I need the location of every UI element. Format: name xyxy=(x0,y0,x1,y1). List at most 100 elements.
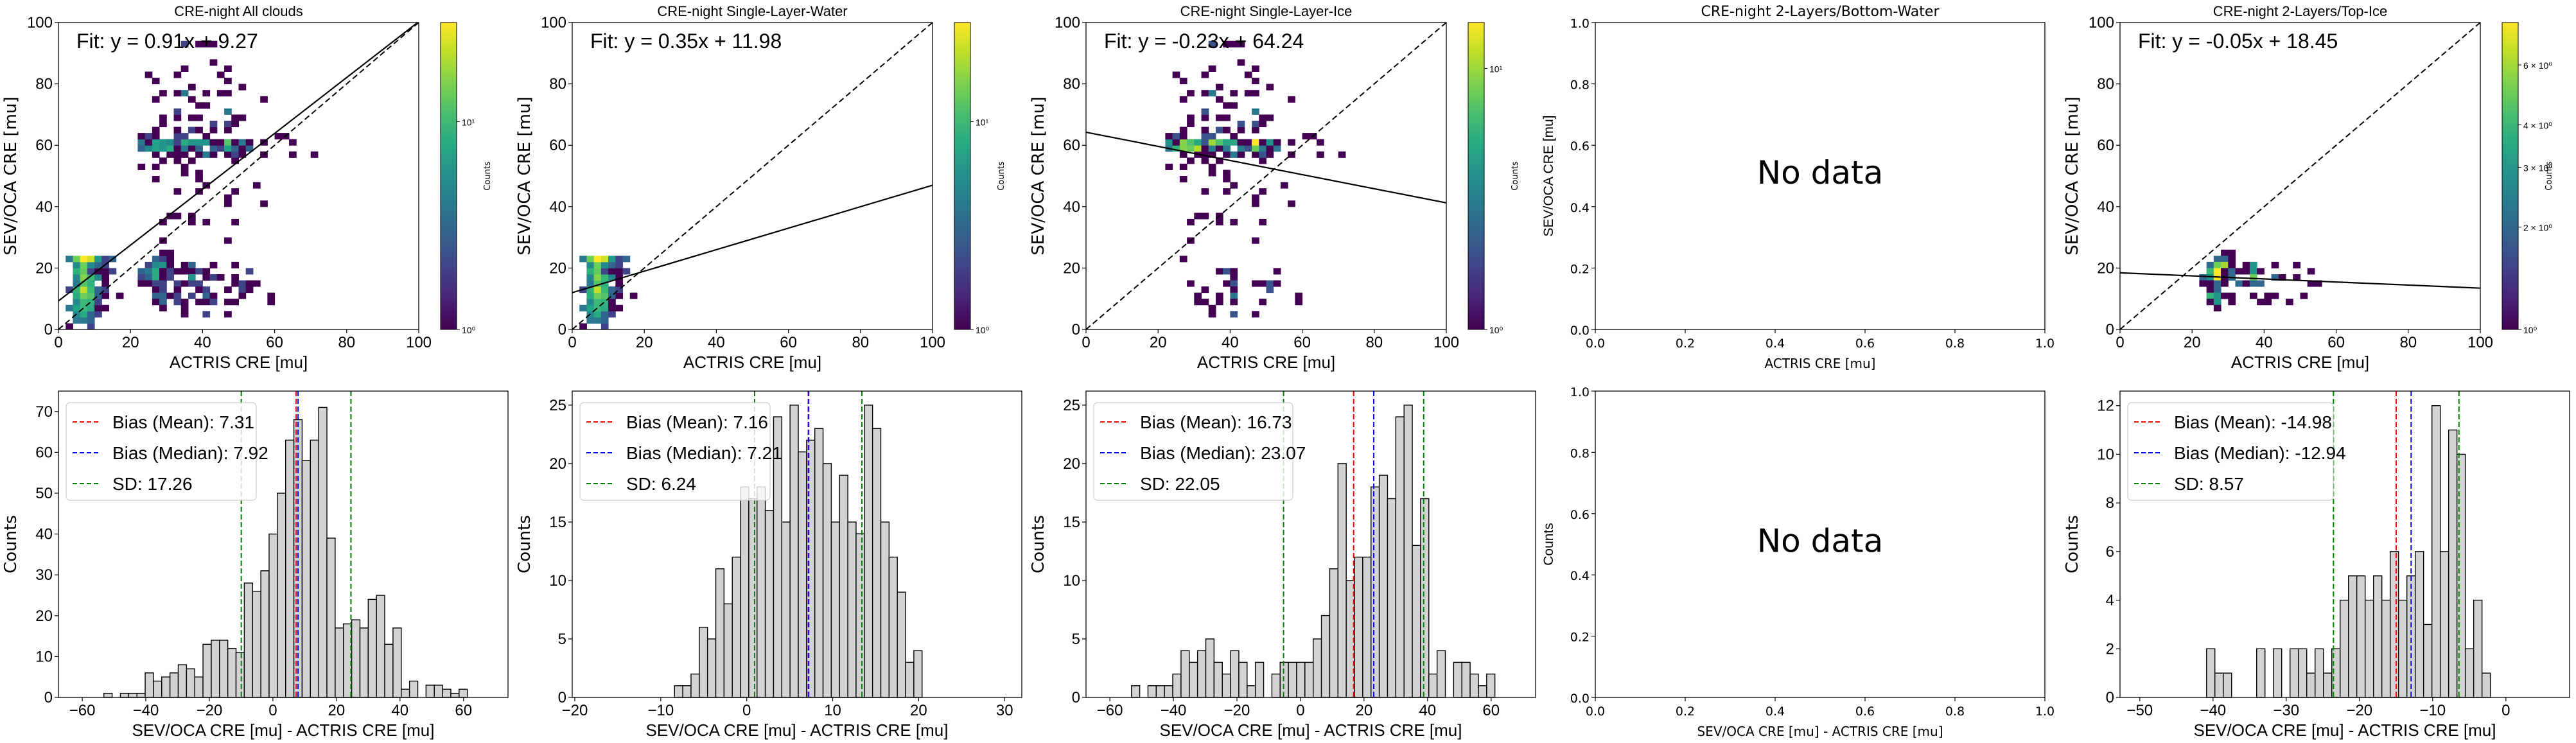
y-tick-label: 0.2 xyxy=(1570,631,1590,645)
heatmap-cell xyxy=(260,96,268,103)
colorbar-tick-label: 3 × 10⁰ xyxy=(2523,162,2552,173)
y-tick-label: 40 xyxy=(2097,198,2114,216)
heatmap-cell xyxy=(1201,133,1209,140)
heatmap-cell xyxy=(180,311,189,318)
histogram-frame xyxy=(2119,390,2570,698)
x-tick-label: 0.0 xyxy=(1586,704,1605,719)
heatmap-cell xyxy=(1244,139,1252,146)
heatmap-cell xyxy=(145,274,153,281)
heatmap-cell xyxy=(152,292,160,299)
heatmap-cell xyxy=(2307,280,2315,287)
y-tick-label: 60 xyxy=(549,137,566,154)
heatmap-cell xyxy=(159,268,167,275)
histogram-bar xyxy=(1420,498,1430,698)
heatmap-cell xyxy=(615,280,624,287)
heatmap-cell xyxy=(1223,170,1231,177)
y-tick-label: 100 xyxy=(1055,14,1080,31)
histogram-bar xyxy=(2356,575,2366,698)
heatmap-cell xyxy=(180,268,189,275)
y-tick-label: 40 xyxy=(35,526,53,543)
heatmap-cell xyxy=(1273,145,1281,152)
heatmap-cell xyxy=(1252,90,1259,97)
heatmap-cell xyxy=(94,304,102,311)
heatmap-cell xyxy=(2257,299,2265,306)
histogram-bar xyxy=(1362,556,1372,698)
heatmap-cell xyxy=(231,114,239,121)
heatmap-cell xyxy=(87,268,95,275)
heatmap-cell xyxy=(224,286,232,293)
x-tick-label: 0 xyxy=(54,334,62,351)
colorbar xyxy=(954,22,971,330)
heatmap-cell xyxy=(1252,78,1259,85)
x-tick-label: 0.2 xyxy=(1676,337,1695,351)
histogram-bar xyxy=(2481,672,2491,698)
heatmap-cell xyxy=(586,292,595,299)
heatmap-cell xyxy=(2206,268,2214,275)
y-tick-label: 8 xyxy=(2106,494,2114,512)
heatmap-cell xyxy=(593,304,602,311)
x-tick-label: 0.2 xyxy=(1676,704,1695,719)
heatmap-cell xyxy=(1165,133,1173,140)
x-tick-label: −20 xyxy=(1224,702,1250,719)
histogram-bar xyxy=(408,680,419,698)
histogram-bar xyxy=(1469,673,1479,698)
colorbar-tick-label: 10¹ xyxy=(976,117,989,127)
heatmap-cell xyxy=(608,256,616,263)
heatmap-cell xyxy=(202,292,211,299)
heatmap-cell xyxy=(94,299,102,306)
x-tick-label: 40 xyxy=(194,334,211,351)
heatmap-cell xyxy=(188,145,196,152)
chart-title: CRE-night Single-Layer-Ice xyxy=(1180,3,1353,19)
heatmap-cell xyxy=(159,286,167,293)
heatmap-cell xyxy=(2228,292,2236,299)
x-tick-label: 40 xyxy=(1419,702,1436,719)
histogram-bar xyxy=(252,590,261,698)
histogram-bar xyxy=(2348,575,2358,698)
fit-annotation: Fit: y = 0.35x + 11.98 xyxy=(590,30,782,53)
heatmap-cell xyxy=(2300,292,2308,299)
heatmap-cell xyxy=(1215,145,1223,152)
scatter-frame xyxy=(2119,22,2481,330)
heatmap-cell xyxy=(224,120,232,128)
x-tick-label: 20 xyxy=(2184,334,2201,351)
heatmap-cell xyxy=(1259,120,1266,128)
x-tick-label: −40 xyxy=(133,702,159,719)
histogram-bar xyxy=(2364,599,2374,698)
y-axis-label: SEV/OCA CRE [mu] xyxy=(515,96,534,255)
heatmap-cell xyxy=(145,145,153,152)
heatmap-cell xyxy=(1179,96,1187,103)
heatmap-cell xyxy=(152,127,160,134)
colorbar-tick-label: 10⁰ xyxy=(462,325,476,335)
heatmap-cell xyxy=(180,261,189,268)
heatmap-cell xyxy=(231,299,239,306)
heatmap-cell xyxy=(600,304,609,311)
heatmap-cell xyxy=(1252,120,1259,128)
heatmap-cell xyxy=(152,133,160,140)
heatmap-cell xyxy=(2271,274,2279,281)
histogram-bar xyxy=(822,463,832,698)
hist-all-clouds: −60 −40 −20 0 20 40 60 0 10 20 30 40 50 60 70 Bias (Mea… xyxy=(1,390,509,740)
histogram-bar xyxy=(1313,638,1322,698)
heatmap-cell xyxy=(159,157,167,164)
heatmap-cell xyxy=(1201,139,1209,146)
x-tick-label: −40 xyxy=(1161,702,1187,719)
x-tick-label: 80 xyxy=(1365,334,1383,351)
heatmap-cell xyxy=(238,83,247,91)
y-tick-label: 20 xyxy=(35,259,53,277)
heatmap-cell xyxy=(1201,114,1209,121)
heatmap-cell xyxy=(1237,59,1245,66)
heatmap-cell xyxy=(1208,40,1216,48)
heatmap-cell xyxy=(224,65,232,72)
heatmap-cell xyxy=(1259,151,1266,158)
heatmap-cell xyxy=(80,274,88,281)
histogram-bar xyxy=(367,599,377,698)
heatmap-cell xyxy=(1266,151,1274,158)
histogram-bar xyxy=(1395,416,1405,698)
heatmap-cell xyxy=(137,274,146,281)
heatmap-cell xyxy=(2206,299,2214,306)
heatmap-cell xyxy=(1215,218,1223,225)
x-tick-label: 80 xyxy=(852,334,869,351)
histogram-bar xyxy=(2389,551,2399,698)
heatmap-cell xyxy=(188,292,196,299)
heatmap-cell xyxy=(1179,151,1187,158)
